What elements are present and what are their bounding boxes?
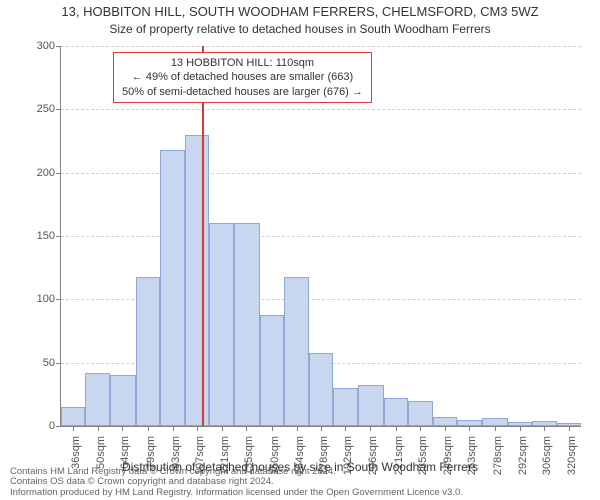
footer-line-text: Information produced by HM Land Registry…: [10, 488, 463, 498]
annotation-line: 13 HOBBITON HILL: 110sqm: [122, 56, 363, 70]
xtick-mark: [197, 426, 198, 431]
histogram-bar: [61, 407, 85, 426]
xtick-mark: [173, 426, 174, 431]
title-main: 13, HOBBITON HILL, SOUTH WOODHAM FERRERS…: [0, 4, 600, 19]
xtick-mark: [246, 426, 247, 431]
histogram-bar: [358, 385, 384, 426]
ytick-label: 150: [15, 230, 55, 242]
histogram-bar: [85, 373, 109, 426]
histogram-bar: [408, 401, 432, 426]
gridline: [61, 173, 581, 174]
xtick-mark: [396, 426, 397, 431]
title-sub: Size of property relative to detached ho…: [0, 22, 600, 36]
annotation-line: 50% of semi-detached houses are larger (…: [122, 85, 363, 99]
ytick-label: 100: [15, 293, 55, 305]
histogram-bar: [333, 388, 357, 426]
ytick-mark: [56, 236, 61, 237]
gridline: [61, 46, 581, 47]
gridline: [61, 236, 581, 237]
histogram-bar: [185, 135, 209, 426]
xtick-mark: [321, 426, 322, 431]
xtick-mark: [544, 426, 545, 431]
footer-line-text: Contains OS data © Crown copyright and d…: [10, 477, 463, 487]
xtick-mark: [445, 426, 446, 431]
chart-area: 05010015020025030036sqm50sqm64sqm79sqm93…: [60, 46, 580, 426]
xtick-mark: [73, 426, 74, 431]
chart-container: 13, HOBBITON HILL, SOUTH WOODHAM FERRERS…: [0, 0, 600, 500]
xtick-mark: [495, 426, 496, 431]
xtick-mark: [469, 426, 470, 431]
histogram-bar: [284, 277, 308, 426]
ytick-label: 0: [15, 420, 55, 432]
annotation-box: 13 HOBBITON HILL: 110sqm← 49% of detache…: [113, 52, 372, 103]
marker-line: [202, 46, 204, 426]
histogram-bar: [209, 223, 233, 426]
ytick-label: 300: [15, 40, 55, 52]
ytick-mark: [56, 363, 61, 364]
histogram-bar: [136, 277, 160, 426]
xtick-mark: [370, 426, 371, 431]
histogram-bar: [482, 418, 508, 426]
histogram-bar: [234, 223, 260, 426]
ytick-mark: [56, 109, 61, 110]
xtick-mark: [297, 426, 298, 431]
gridline: [61, 109, 581, 110]
ytick-mark: [56, 299, 61, 300]
footer-line: Contains HM Land Registry data © Crown c…: [10, 467, 463, 498]
plot-area: 05010015020025030036sqm50sqm64sqm79sqm93…: [60, 46, 581, 427]
xtick-mark: [520, 426, 521, 431]
xtick-mark: [122, 426, 123, 431]
xtick-mark: [420, 426, 421, 431]
footer-attribution: Contains HM Land Registry data © Crown c…: [10, 467, 463, 498]
ytick-mark: [56, 46, 61, 47]
ytick-label: 50: [15, 357, 55, 369]
xtick-mark: [98, 426, 99, 431]
ytick-mark: [56, 173, 61, 174]
xtick-mark: [272, 426, 273, 431]
histogram-bar: [309, 353, 333, 426]
annotation-line: ← 49% of detached houses are smaller (66…: [122, 70, 363, 84]
histogram-bar: [260, 315, 284, 426]
histogram-bar: [110, 375, 136, 426]
ytick-mark: [56, 426, 61, 427]
xtick-mark: [222, 426, 223, 431]
xtick-mark: [148, 426, 149, 431]
histogram-bar: [160, 150, 184, 426]
xtick-mark: [345, 426, 346, 431]
ytick-label: 250: [15, 103, 55, 115]
xtick-mark: [569, 426, 570, 431]
histogram-bar: [433, 417, 457, 426]
histogram-bar: [384, 398, 408, 426]
ytick-label: 200: [15, 167, 55, 179]
